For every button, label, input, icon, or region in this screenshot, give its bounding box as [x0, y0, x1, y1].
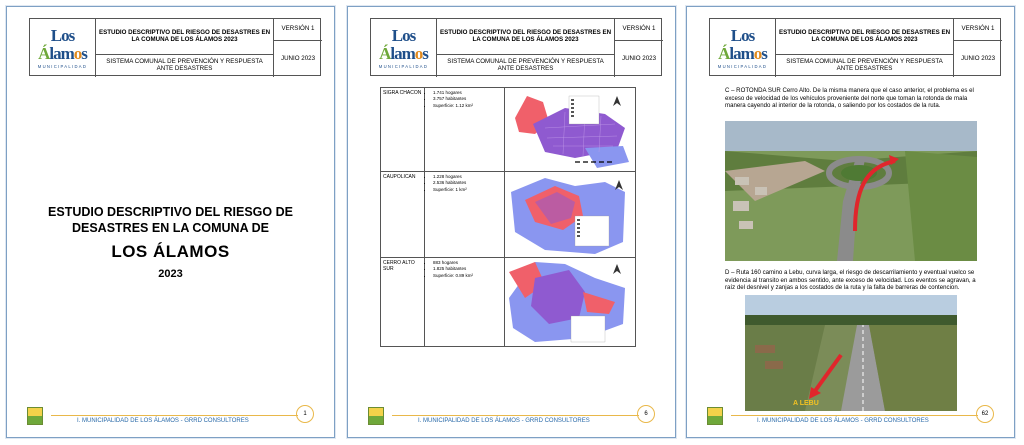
page-header: Los Álamos MUNICIPALIDAD ESTUDIO DESCRIP…	[370, 18, 663, 77]
paragraph-d: D – Ruta 160 camino a Lebu, curva larga,…	[725, 269, 976, 292]
footer-divider	[731, 415, 978, 416]
sector-stats: 1.228 hogares 2.536 habitantes Superfici…	[425, 172, 505, 257]
page-footer: I. MUNICIPALIDAD DE LOS ÁLAMOS - GRRD CO…	[27, 405, 314, 429]
document-page-cover[interactable]: Los Álamos MUNICIPALIDAD ESTUDIO DESCRIP…	[6, 6, 335, 438]
table-row: SIGRA CHACON 1.741 hogares 3.757 habitan…	[381, 88, 635, 172]
header-date: JUNIO 2023	[621, 54, 657, 62]
sector-name: CERRO ALTO SUR	[381, 258, 425, 346]
page-footer: I. MUNICIPALIDAD DE LOS ÁLAMOS - GRRD CO…	[707, 405, 994, 429]
page-header: Los Álamos MUNICIPALIDAD ESTUDIO DESCRIP…	[29, 18, 322, 77]
photo-label: A LEBU	[793, 400, 819, 407]
header-system: SISTEMA COMUNAL DE PREVENCIÓN Y RESPUEST…	[96, 55, 274, 77]
paragraph-c: C – ROTONDA SUR Cerro Alto. De la misma …	[725, 87, 974, 110]
header-title: ESTUDIO DESCRIPTIVO DEL RIESGO DE DESAST…	[96, 19, 274, 55]
footer-text: I. MUNICIPALIDAD DE LOS ÁLAMOS - GRRD CO…	[77, 418, 249, 424]
table-row: CAUPOLICAN 1.228 hogares 2.536 habitante…	[381, 172, 635, 258]
cover-year: 2023	[158, 268, 183, 281]
sector-map	[505, 88, 635, 171]
crest-icon	[368, 407, 384, 425]
page-footer: I. MUNICIPALIDAD DE LOS ÁLAMOS - GRRD CO…	[368, 405, 655, 429]
sector-map	[505, 258, 635, 346]
footer-text: I. MUNICIPALIDAD DE LOS ÁLAMOS - GRRD CO…	[418, 418, 590, 424]
crest-icon	[27, 407, 43, 425]
page-number: 6	[637, 405, 655, 423]
header-system: SISTEMA COMUNAL DE PREVENCIÓN Y RESPUEST…	[437, 55, 615, 77]
footer-divider	[51, 415, 298, 416]
header-title: ESTUDIO DESCRIPTIVO DEL RIESGO DE DESAST…	[437, 19, 615, 55]
roundabout-photo	[725, 121, 977, 261]
page-number: 62	[976, 405, 994, 423]
crest-icon	[707, 407, 723, 425]
document-page-table[interactable]: Los Álamos MUNICIPALIDAD ESTUDIO DESCRIP…	[347, 6, 676, 438]
header-version: VERSIÓN 1	[954, 19, 1002, 41]
cover-title-block: ESTUDIO DESCRIPTIVO DEL RIESGO DE DESAST…	[17, 205, 324, 280]
sector-name: CAUPOLICAN	[381, 172, 425, 257]
header-version: VERSIÓN 1	[615, 19, 663, 41]
municipality-logo: Los Álamos MUNICIPALIDAD	[371, 19, 437, 77]
header-version: VERSIÓN 1	[274, 19, 322, 41]
cover-commune-name: LOS ÁLAMOS	[111, 242, 230, 262]
table-row: CERRO ALTO SUR 883 hogares 1.825 habitan…	[381, 258, 635, 346]
cover-title-line1: ESTUDIO DESCRIPTIVO DEL RIESGO DE	[48, 205, 293, 219]
footer-text: I. MUNICIPALIDAD DE LOS ÁLAMOS - GRRD CO…	[757, 418, 929, 424]
footer-divider	[392, 415, 639, 416]
page-header: Los Álamos MUNICIPALIDAD ESTUDIO DESCRIP…	[709, 18, 1002, 77]
header-date: JUNIO 2023	[280, 54, 316, 62]
header-title: ESTUDIO DESCRIPTIVO DEL RIESGO DE DESAST…	[776, 19, 954, 55]
sector-stats: 883 hogares 1.825 habitantes Superficie:…	[425, 258, 505, 346]
sector-stats: 1.741 hogares 3.757 habitantes Superfici…	[425, 88, 505, 171]
header-system: SISTEMA COMUNAL DE PREVENCIÓN Y RESPUEST…	[776, 55, 954, 77]
municipality-logo: Los Álamos MUNICIPALIDAD	[710, 19, 776, 77]
cover-title-line2: DESASTRES EN LA COMUNA DE	[71, 220, 269, 235]
page-number: 1	[296, 405, 314, 423]
route-160-photo: A LEBU	[745, 295, 957, 411]
header-date: JUNIO 2023	[960, 54, 996, 62]
sector-map	[505, 172, 635, 257]
sector-name: SIGRA CHACON	[381, 88, 425, 171]
sector-table: SIGRA CHACON 1.741 hogares 3.757 habitan…	[380, 87, 636, 347]
document-page-photos[interactable]: Los Álamos MUNICIPALIDAD ESTUDIO DESCRIP…	[686, 6, 1015, 438]
municipality-logo: Los Álamos MUNICIPALIDAD	[30, 19, 96, 77]
